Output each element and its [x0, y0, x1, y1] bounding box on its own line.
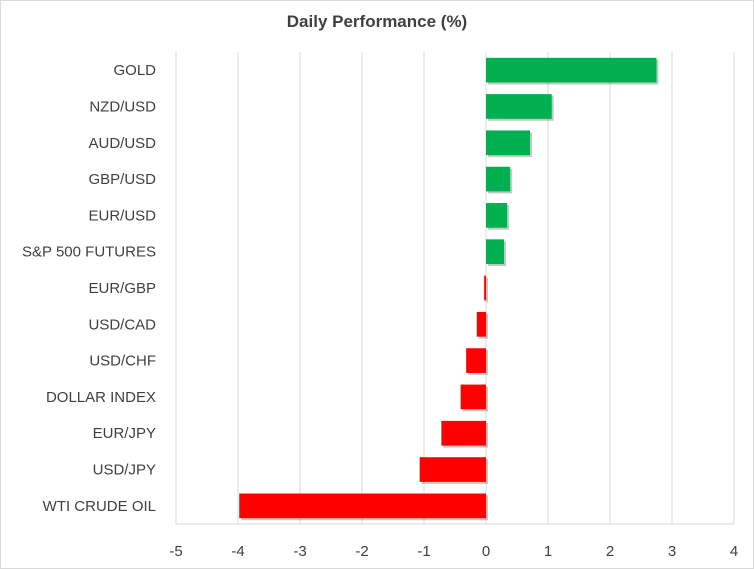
bar — [466, 348, 486, 373]
category-label: AUD/USD — [88, 135, 156, 152]
bar — [419, 457, 486, 482]
x-tick-label: 0 — [482, 543, 490, 560]
x-tick-label: 1 — [544, 543, 552, 560]
category-label: USD/CAD — [88, 316, 156, 333]
bar — [460, 384, 486, 410]
bar — [486, 166, 511, 192]
bar — [476, 311, 486, 337]
x-tick-label: -2 — [355, 543, 368, 560]
gridlines — [175, 52, 735, 524]
category-label: EUR/USD — [88, 207, 156, 224]
x-tick-label: -5 — [169, 543, 182, 560]
category-label: EUR/GBP — [88, 280, 156, 297]
x-axis: -5 -4 -3 -2 -1 0 1 2 3 4 — [169, 523, 738, 560]
category-labels: GOLD NZD/USD AUD/USD GBP/USD EUR/USD S&P 500 … — [22, 62, 156, 515]
x-tick-label: 2 — [606, 543, 614, 560]
x-tick-label: -4 — [231, 543, 244, 560]
x-tick-label: 3 — [668, 543, 676, 560]
bar — [486, 130, 531, 156]
category-label: GBP/USD — [88, 171, 156, 188]
bar-shadow — [486, 277, 488, 303]
category-label: USD/CHF — [89, 353, 156, 370]
bar — [239, 493, 486, 519]
chart-title: Daily Performance (%) — [286, 12, 468, 31]
bars — [239, 57, 659, 521]
category-label: DOLLAR INDEX — [46, 389, 156, 406]
bar — [486, 94, 552, 119]
bar — [486, 203, 508, 228]
x-tick-label: 4 — [730, 543, 738, 560]
x-tick-label: -3 — [293, 543, 306, 560]
category-label: NZD/USD — [89, 98, 156, 115]
bar — [486, 57, 657, 83]
category-label: WTI CRUDE OIL — [43, 498, 156, 515]
category-label: EUR/JPY — [93, 425, 156, 442]
bar — [441, 420, 486, 446]
category-label: GOLD — [113, 62, 156, 79]
category-label: S&P 500 FUTURES — [22, 244, 156, 261]
bar — [484, 275, 486, 301]
bar — [486, 239, 504, 265]
category-label: USD/JPY — [93, 462, 156, 479]
x-tick-label: -1 — [417, 543, 430, 560]
